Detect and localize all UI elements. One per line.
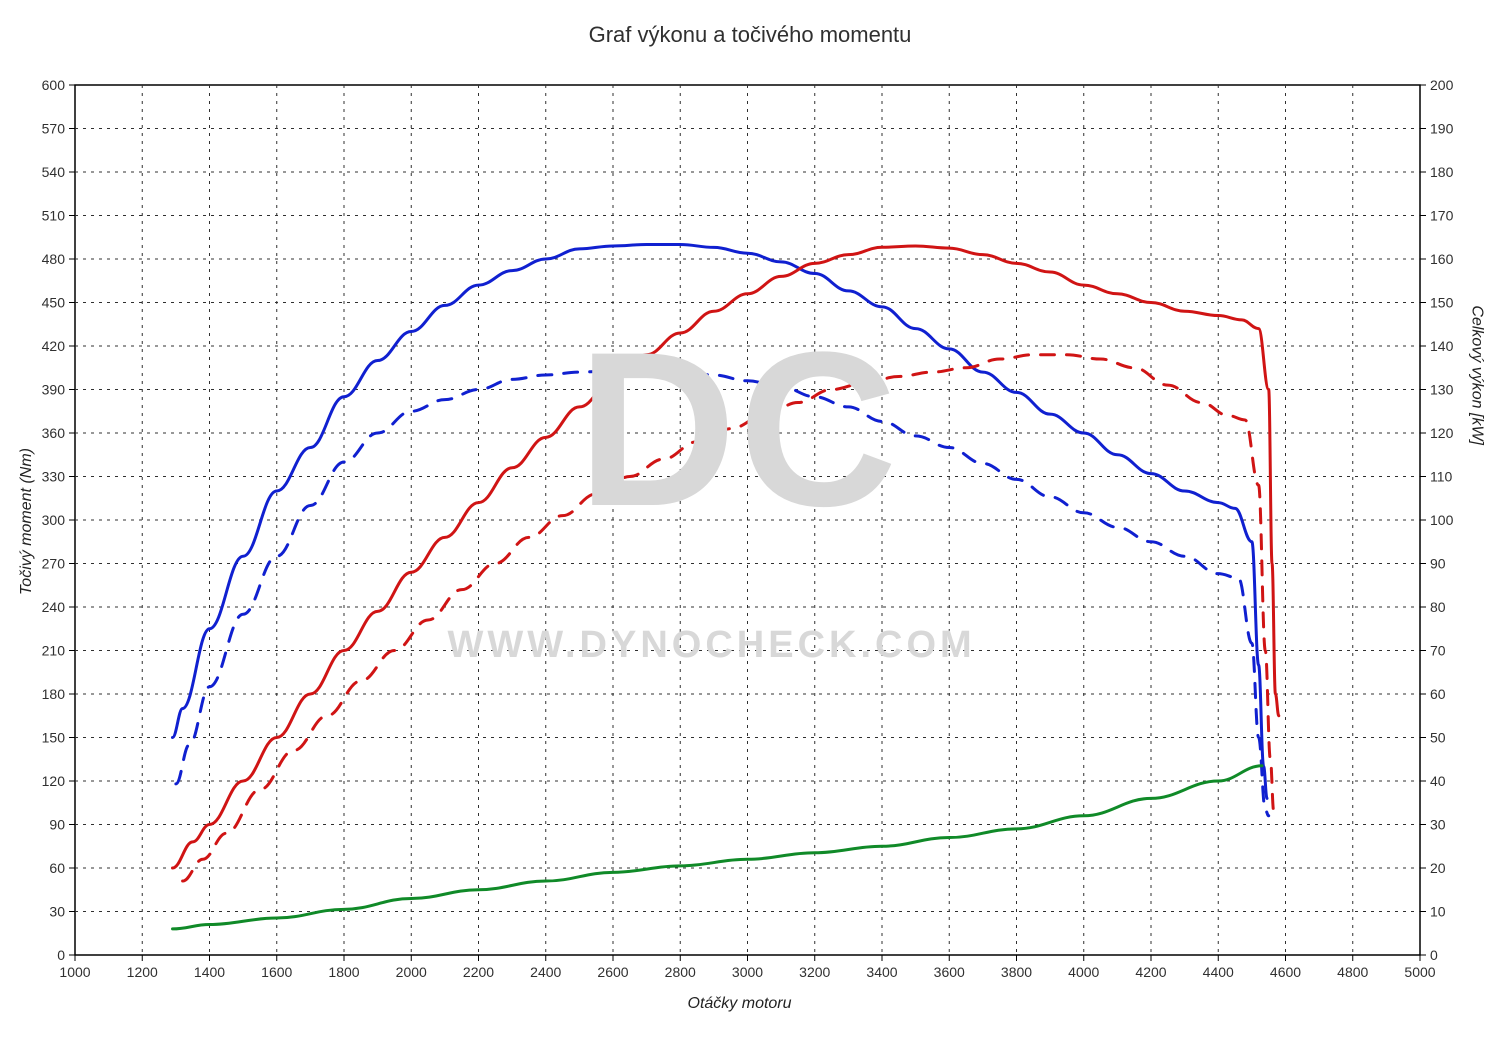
x-axis-label: Otáčky motoru xyxy=(688,995,792,1013)
y-left-tick-label: 60 xyxy=(49,860,65,876)
y-left-tick-label: 420 xyxy=(42,338,66,354)
x-tick-label: 4800 xyxy=(1337,964,1368,980)
y-left-tick-label: 540 xyxy=(42,164,66,180)
y-right-tick-label: 90 xyxy=(1430,556,1446,572)
y-left-tick-label: 570 xyxy=(42,121,66,137)
x-tick-label: 3200 xyxy=(799,964,830,980)
y-right-tick-label: 130 xyxy=(1430,382,1454,398)
y-left-tick-label: 90 xyxy=(49,817,65,833)
y-left-tick-label: 150 xyxy=(42,730,66,746)
x-tick-label: 4600 xyxy=(1270,964,1301,980)
y-right-tick-label: 20 xyxy=(1430,860,1446,876)
y-right-tick-label: 160 xyxy=(1430,251,1454,267)
y-left-tick-label: 480 xyxy=(42,251,66,267)
x-tick-label: 5000 xyxy=(1404,964,1435,980)
x-tick-label: 1600 xyxy=(261,964,292,980)
y-left-tick-label: 390 xyxy=(42,382,66,398)
y-left-tick-label: 300 xyxy=(42,512,66,528)
y-right-tick-label: 120 xyxy=(1430,425,1454,441)
x-tick-label: 4400 xyxy=(1203,964,1234,980)
y-left-tick-label: 510 xyxy=(42,208,66,224)
y-right-tick-label: 170 xyxy=(1430,208,1454,224)
x-tick-label: 1200 xyxy=(127,964,158,980)
x-tick-label: 2200 xyxy=(463,964,494,980)
chart-title: Graf výkonu a točivého momentu xyxy=(0,22,1500,48)
y-right-tick-label: 100 xyxy=(1430,512,1454,528)
x-tick-label: 2000 xyxy=(396,964,427,980)
y-left-tick-label: 600 xyxy=(42,77,66,93)
y-right-tick-label: 30 xyxy=(1430,817,1446,833)
y-right-tick-label: 110 xyxy=(1430,469,1453,485)
y-left-tick-label: 0 xyxy=(57,947,65,963)
y-left-tick-label: 30 xyxy=(49,904,65,920)
x-tick-label: 1000 xyxy=(59,964,90,980)
y-left-tick-label: 270 xyxy=(42,556,66,572)
x-tick-label: 1800 xyxy=(328,964,359,980)
y-right-tick-label: 140 xyxy=(1430,338,1454,354)
x-tick-label: 3400 xyxy=(866,964,897,980)
y-right-tick-label: 40 xyxy=(1430,773,1446,789)
x-tick-label: 2600 xyxy=(597,964,628,980)
y-right-tick-label: 80 xyxy=(1430,599,1446,615)
chart-svg: 1000120014001600180020002200240026002800… xyxy=(0,0,1500,1041)
y-right-tick-label: 10 xyxy=(1430,904,1446,920)
chart-container: 1000120014001600180020002200240026002800… xyxy=(0,0,1500,1041)
y-left-tick-label: 180 xyxy=(42,686,66,702)
x-tick-label: 2400 xyxy=(530,964,561,980)
y-left-tick-label: 360 xyxy=(42,425,66,441)
y-right-tick-label: 180 xyxy=(1430,164,1454,180)
x-tick-label: 3800 xyxy=(1001,964,1032,980)
x-tick-label: 4200 xyxy=(1135,964,1166,980)
y-left-tick-label: 210 xyxy=(42,643,66,659)
y-left-tick-label: 240 xyxy=(42,599,66,615)
y-axis-right-label: Celkový výkon [kW] xyxy=(1468,305,1486,445)
y-right-tick-label: 0 xyxy=(1430,947,1438,963)
y-right-tick-label: 190 xyxy=(1430,121,1454,137)
y-right-tick-label: 200 xyxy=(1430,77,1454,93)
y-right-tick-label: 70 xyxy=(1430,643,1446,659)
x-tick-label: 3000 xyxy=(732,964,763,980)
y-right-tick-label: 50 xyxy=(1430,730,1446,746)
x-tick-label: 3600 xyxy=(934,964,965,980)
x-tick-label: 4000 xyxy=(1068,964,1099,980)
y-left-tick-label: 120 xyxy=(42,773,66,789)
y-axis-left-label: Točivý moment (Nm) xyxy=(18,448,36,595)
y-left-tick-label: 450 xyxy=(42,295,66,311)
y-right-tick-label: 150 xyxy=(1430,295,1454,311)
x-tick-label: 1400 xyxy=(194,964,225,980)
y-left-tick-label: 330 xyxy=(42,469,66,485)
y-right-tick-label: 60 xyxy=(1430,686,1446,702)
x-tick-label: 2800 xyxy=(665,964,696,980)
